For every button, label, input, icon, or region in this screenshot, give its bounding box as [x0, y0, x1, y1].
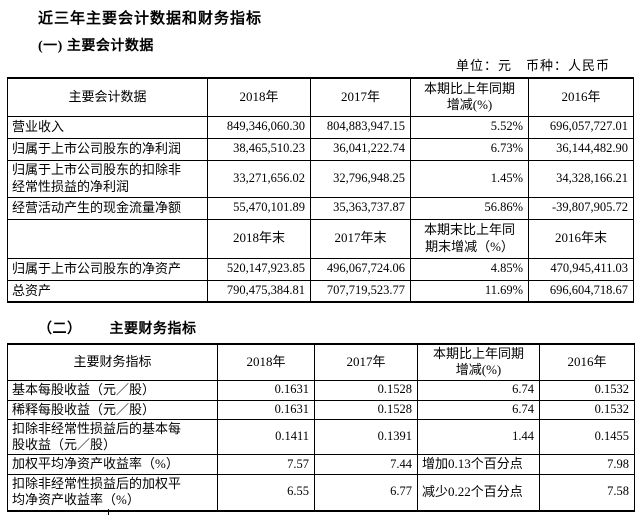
column-header [7, 218, 208, 259]
table-cell: 0.1391 [314, 418, 418, 456]
table-row: 归属于上市公司股东的扣除非 经常性损益的净利润 33,271,656.02 32… [7, 159, 634, 198]
row-label: 基本每股收益（元／股） [7, 379, 218, 401]
table-cell: 35,363,737.87 [310, 196, 411, 220]
table-cell: 增加0.13个百分点 [417, 454, 540, 475]
section-1-heading: (一) 主要会计数据 [38, 39, 154, 54]
table-cell: 7.44 [314, 454, 418, 475]
table-cell: 1.45% [410, 159, 529, 198]
table-cell: 36,041,222.74 [310, 137, 411, 161]
unit-currency-note: 单位：元 币种：人民币 [455, 58, 610, 73]
section-2-heading: （二） 主要财务指标 [38, 318, 197, 338]
table-cell: 33,271,656.02 [207, 159, 311, 198]
table-row: 基本每股收益（元／股） 0.1631 0.1528 6.74 0.1532 [7, 379, 635, 401]
column-header: 2018年 [217, 343, 315, 381]
row-label: 归属于上市公司股东的扣除非 经常性损益的净利润 [7, 159, 208, 198]
row-label: 扣除非经常性损益后的加权平 均净资产收益率（%） [7, 473, 218, 512]
table-row: 扣除非经常性损益后的基本每 股收益（元／股） 0.1411 0.1391 1.4… [7, 418, 635, 456]
financial-indicators-table: 主要财务指标 2018年 2017年 本期比上年同期 增减(%) 2016年 基… [7, 343, 635, 512]
row-label: 归属于上市公司股东的净资产 [7, 257, 208, 281]
table-cell: 0.1631 [217, 379, 315, 401]
table-header-row: 主要会计数据 2018年 2017年 本期比上年同期 增减(%) 2016年 [7, 77, 634, 117]
section-2-number: （二） [38, 322, 82, 337]
table-row: 加权平均净资产收益率（%） 7.57 7.44 增加0.13个百分点 7.98 [7, 454, 635, 475]
row-label: 加权平均净资产收益率（%） [7, 454, 218, 475]
table-cell: 6.73% [410, 137, 529, 161]
column-header: 本期比上年同期 增减(%) [410, 77, 529, 117]
table-cell: 696,057,727.01 [528, 115, 634, 139]
column-header: 主要财务指标 [7, 343, 218, 381]
column-header: 2016年 [528, 77, 634, 117]
column-header: 2016年 [539, 343, 635, 381]
row-label: 经营活动产生的现金流量净额 [7, 196, 208, 220]
row-label: 总资产 [7, 279, 208, 303]
table-cell: 0.1532 [539, 399, 635, 420]
table-cell: 849,346,060.30 [207, 115, 311, 139]
table-cell: 36,144,482.90 [528, 137, 634, 161]
section-2-title: 主要财务指标 [109, 322, 197, 337]
table-row: 扣除非经常性损益后的加权平 均净资产收益率（%） 6.55 6.77 减少0.2… [7, 473, 635, 512]
table-cell: 34,328,166.21 [528, 159, 634, 198]
row-label: 稀释每股收益（元／股） [7, 399, 218, 420]
table-cell: 496,067,724.06 [310, 257, 411, 281]
page-title: 近三年主要会计数据和财务指标 [38, 11, 263, 27]
table-cell: 5.52% [410, 115, 529, 139]
table-cell: 4.85% [410, 257, 529, 281]
table-row: 营业收入 849,346,060.30 804,883,947.15 5.52%… [7, 115, 634, 139]
table-row: 总资产 790,475,384.81 707,719,523.77 11.69%… [7, 279, 634, 303]
column-header: 主要会计数据 [7, 77, 208, 117]
column-header: 2018年 [207, 77, 311, 117]
row-label: 扣除非经常性损益后的基本每 股收益（元／股） [7, 418, 218, 456]
table-row: 归属于上市公司股东的净资产 520,147,923.85 496,067,724… [7, 257, 634, 281]
table-cell: 0.1631 [217, 399, 315, 420]
accounting-data-table: 主要会计数据 2018年 2017年 本期比上年同期 增减(%) 2016年 营… [7, 77, 634, 303]
table-cell: 6.55 [217, 473, 315, 512]
table-cell: 0.1411 [217, 418, 315, 456]
table-header-row: 2018年末 2017年末 本期末比上年同 期末增减（%） 2016年末 [7, 218, 634, 259]
table-cell: 7.98 [539, 454, 635, 475]
table-header-row: 主要财务指标 2018年 2017年 本期比上年同期 增减(%) 2016年 [7, 343, 635, 381]
table-cell: 56.86% [410, 196, 529, 220]
table-cell: 6.77 [314, 473, 418, 512]
column-header: 2017年末 [310, 218, 411, 259]
column-header: 2016年末 [528, 218, 634, 259]
table-cell: 790,475,384.81 [207, 279, 311, 303]
table-cell: -39,807,905.72 [528, 196, 634, 220]
column-header: 2018年末 [207, 218, 311, 259]
column-header: 2017年 [314, 343, 418, 381]
table-cell: 470,945,411.03 [528, 257, 634, 281]
row-label: 营业收入 [7, 115, 208, 139]
table-row: 归属于上市公司股东的净利润 38,465,510.23 36,041,222.7… [7, 137, 634, 161]
column-header: 本期末比上年同 期末增减（%） [410, 218, 529, 259]
table-cell: 1.44 [417, 418, 540, 456]
row-label: 归属于上市公司股东的净利润 [7, 137, 208, 161]
table-row: 经营活动产生的现金流量净额 55,470,101.89 35,363,737.8… [7, 196, 634, 220]
table-row: 稀释每股收益（元／股） 0.1631 0.1528 6.74 0.1532 [7, 399, 635, 420]
table-cell: 7.58 [539, 473, 635, 512]
table-cell: 0.1528 [314, 399, 418, 420]
table-cell: 707,719,523.77 [310, 279, 411, 303]
column-header: 2017年 [310, 77, 411, 117]
table-cell: 11.69% [410, 279, 529, 303]
table-cell: 6.74 [417, 379, 540, 401]
table-cell: 6.74 [417, 399, 540, 420]
table-cell: 696,604,718.67 [528, 279, 634, 303]
stray-tick-mark [108, 509, 109, 515]
table-cell: 0.1528 [314, 379, 418, 401]
column-header: 本期比上年同期 增减(%) [417, 343, 540, 381]
table-cell: 0.1455 [539, 418, 635, 456]
table-cell: 减少0.22个百分点 [417, 473, 540, 512]
table-cell: 804,883,947.15 [310, 115, 411, 139]
table-cell: 32,796,948.25 [310, 159, 411, 198]
table-cell: 55,470,101.89 [207, 196, 311, 220]
table-cell: 38,465,510.23 [207, 137, 311, 161]
table-cell: 520,147,923.85 [207, 257, 311, 281]
table-cell: 0.1532 [539, 379, 635, 401]
table-cell: 7.57 [217, 454, 315, 475]
